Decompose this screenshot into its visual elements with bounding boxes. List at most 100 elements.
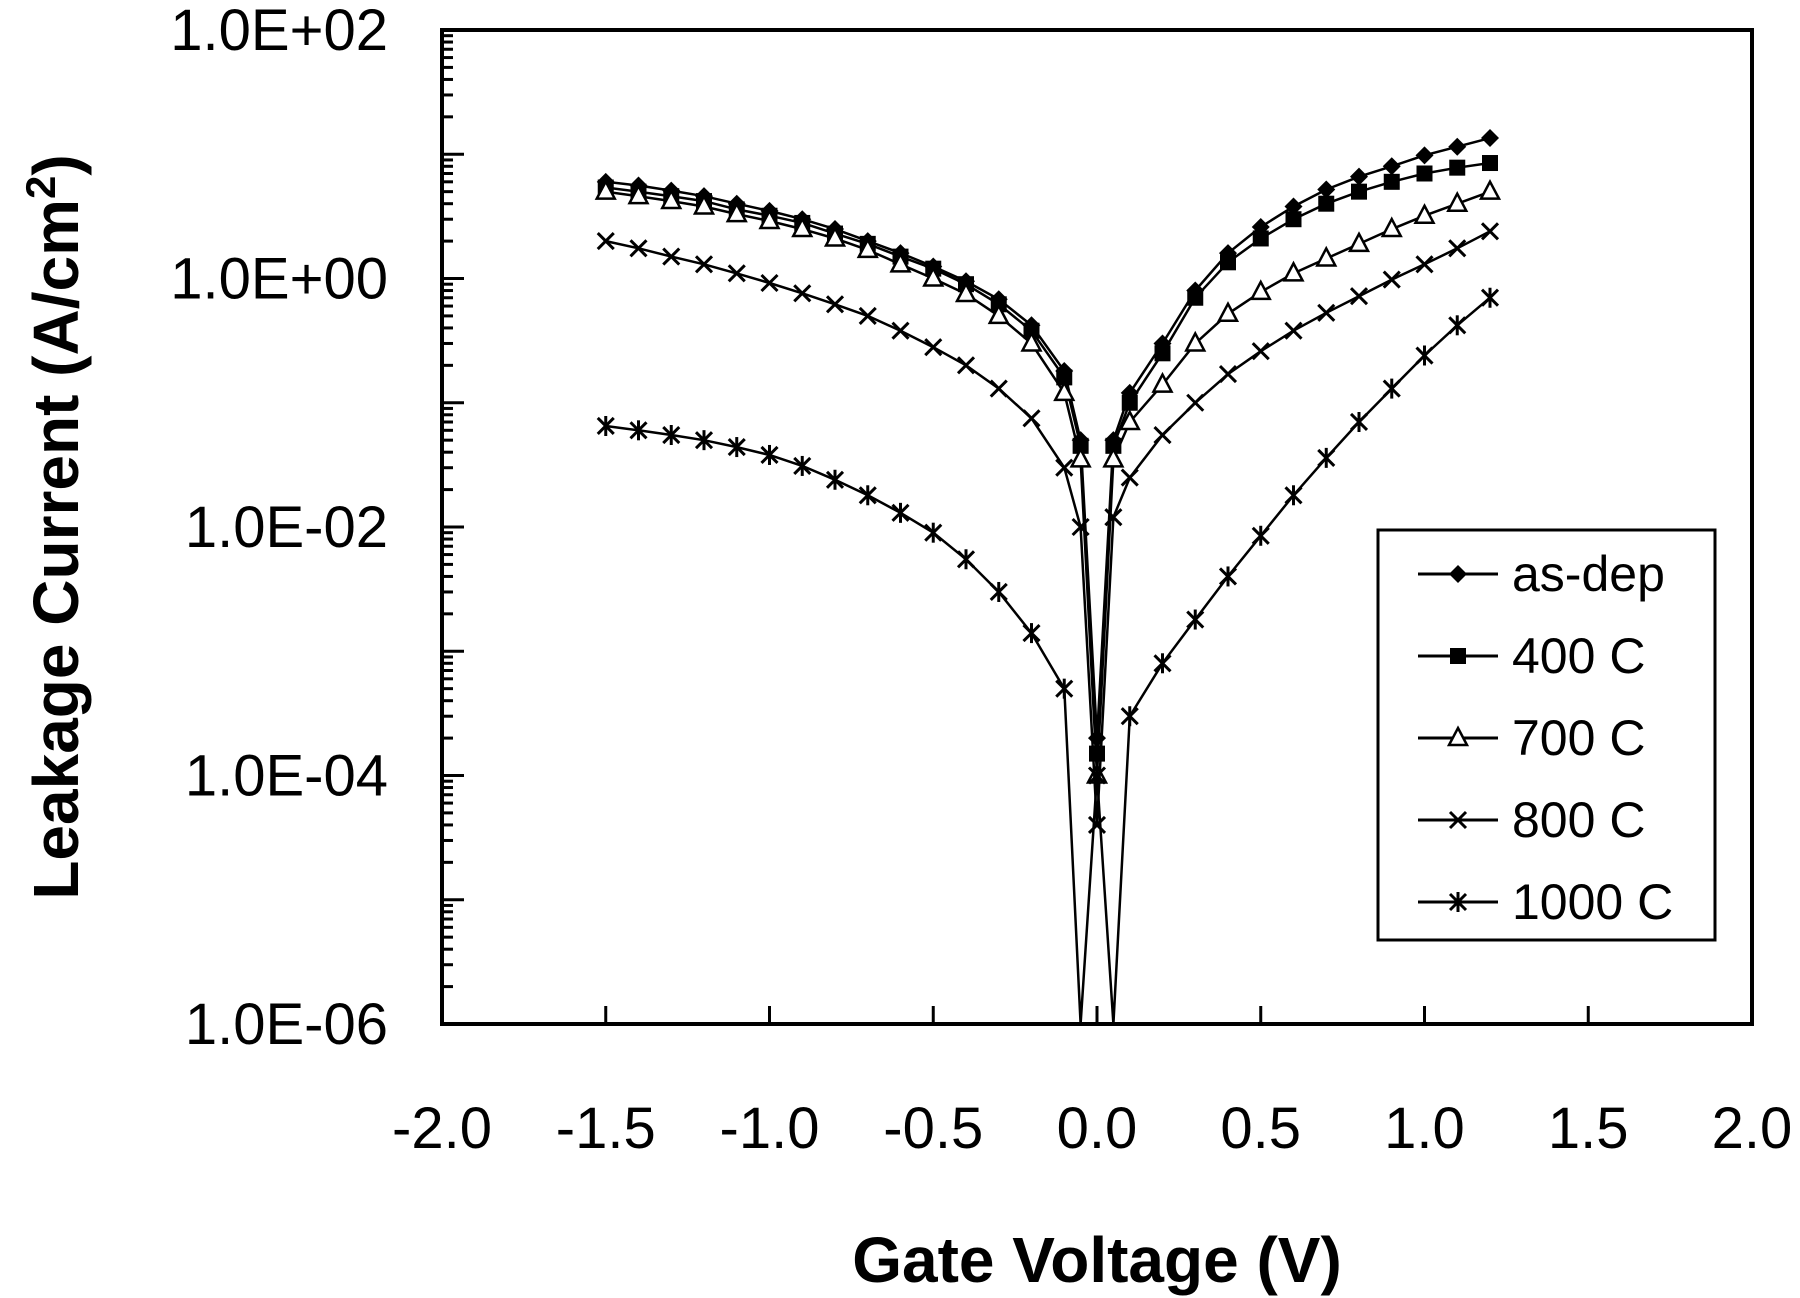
data-point <box>1184 330 1207 352</box>
y-axis-title-main: Leakage Current (A/cm <box>20 199 92 900</box>
data-point <box>596 232 615 251</box>
data-point <box>1448 315 1467 336</box>
data-point <box>1416 165 1433 182</box>
data-point <box>1382 157 1401 176</box>
data-point <box>662 247 681 266</box>
data-point <box>1102 446 1125 468</box>
x-tick-label: 0.0 <box>1057 1096 1138 1161</box>
data-point <box>1482 155 1498 172</box>
series-layer <box>594 129 1502 1025</box>
data-point <box>692 193 716 215</box>
x-tick-label: -0.5 <box>883 1096 983 1161</box>
data-point <box>1087 815 1107 835</box>
data-point <box>1118 409 1141 431</box>
data-point <box>1380 216 1403 238</box>
data-point <box>1284 321 1303 340</box>
data-point <box>924 522 943 543</box>
data-point <box>1415 255 1434 274</box>
series-line <box>605 190 1491 776</box>
y-tick-label: 1.0E+00 <box>170 247 388 312</box>
data-point <box>1478 178 1502 200</box>
data-point <box>1220 254 1236 271</box>
y-axis-title-close: ) <box>20 154 92 175</box>
data-point <box>1187 289 1204 306</box>
data-point <box>727 437 746 458</box>
legend-entry: 700 C <box>1418 710 1645 766</box>
data-point <box>1349 411 1369 432</box>
data-point <box>760 444 779 465</box>
legend-label: 700 C <box>1512 710 1645 766</box>
data-point <box>662 425 681 446</box>
data-point <box>956 356 976 375</box>
y-tick-labels: 1.0E+02 1.0E+00 1.0E-02 1.0E-04 1.0E-06 <box>170 0 388 1057</box>
data-point <box>1153 425 1172 445</box>
data-point <box>1020 330 1043 352</box>
data-point <box>1023 322 1040 339</box>
data-point <box>1480 222 1500 241</box>
data-point <box>1251 342 1270 361</box>
y-tick-label: 1.0E-04 <box>185 744 388 809</box>
x-tick-label: -1.0 <box>720 1096 820 1161</box>
data-point <box>989 379 1008 398</box>
legend-entry: 1000 C <box>1418 874 1673 930</box>
data-point <box>987 303 1010 325</box>
data-point <box>596 415 615 436</box>
series-line <box>605 136 1491 739</box>
data-point <box>1350 167 1368 186</box>
x-tick-label: 2.0 <box>1712 1096 1793 1161</box>
data-point <box>858 485 877 506</box>
y-tick-label: 1.0E-06 <box>185 992 388 1057</box>
data-point <box>1415 345 1434 366</box>
data-point <box>1448 239 1467 258</box>
series-3 <box>596 222 1500 835</box>
data-point <box>1104 508 1123 527</box>
legend-entry: as-dep <box>1418 546 1665 602</box>
data-point <box>1087 765 1107 786</box>
legend-box <box>1376 528 1717 942</box>
legend-label: as-dep <box>1512 546 1665 602</box>
data-point <box>1120 706 1139 727</box>
data-point <box>1216 301 1240 323</box>
data-point <box>891 321 910 340</box>
data-point <box>1318 195 1335 212</box>
data-point <box>1284 197 1303 216</box>
data-point <box>1382 378 1401 399</box>
data-point <box>793 455 812 476</box>
data-point <box>1055 458 1074 477</box>
data-point <box>1055 678 1074 699</box>
data-point <box>825 469 845 490</box>
x-tick-label: 1.5 <box>1548 1096 1629 1161</box>
legend: as-dep 400 C 700 C 800 C 1000 C <box>1376 528 1717 942</box>
data-point <box>1151 371 1174 393</box>
data-point <box>1022 409 1041 428</box>
data-point <box>956 549 976 570</box>
data-point <box>1186 393 1205 412</box>
series-line <box>605 296 1491 1025</box>
data-point <box>1349 287 1369 306</box>
legend-marker <box>1450 648 1466 664</box>
x-tick-label: 1.0 <box>1384 1096 1465 1161</box>
data-point <box>694 255 714 274</box>
series-2 <box>594 178 1502 784</box>
data-point <box>1053 380 1076 402</box>
data-point <box>1448 137 1467 156</box>
x-tick-label: -2.0 <box>392 1096 492 1161</box>
x-tick-labels: -2.0 -1.5 -1.0 -0.5 0.0 0.5 1.0 1.5 2.0 <box>392 1096 1792 1161</box>
data-point <box>924 338 943 357</box>
data-point <box>1285 211 1302 228</box>
data-point <box>989 581 1008 602</box>
data-point <box>1186 609 1205 630</box>
data-point <box>1315 245 1338 267</box>
data-point <box>1351 183 1367 200</box>
legend-marker <box>1446 725 1470 747</box>
data-point <box>823 225 847 247</box>
data-point <box>1022 623 1041 644</box>
data-point <box>1317 447 1336 468</box>
legend-entries: as-dep 400 C 700 C 800 C 1000 C <box>1418 546 1673 930</box>
data-point <box>791 216 814 238</box>
data-point <box>1282 260 1305 282</box>
data-point <box>1382 270 1401 289</box>
data-point <box>793 284 812 303</box>
data-point <box>1120 468 1139 487</box>
